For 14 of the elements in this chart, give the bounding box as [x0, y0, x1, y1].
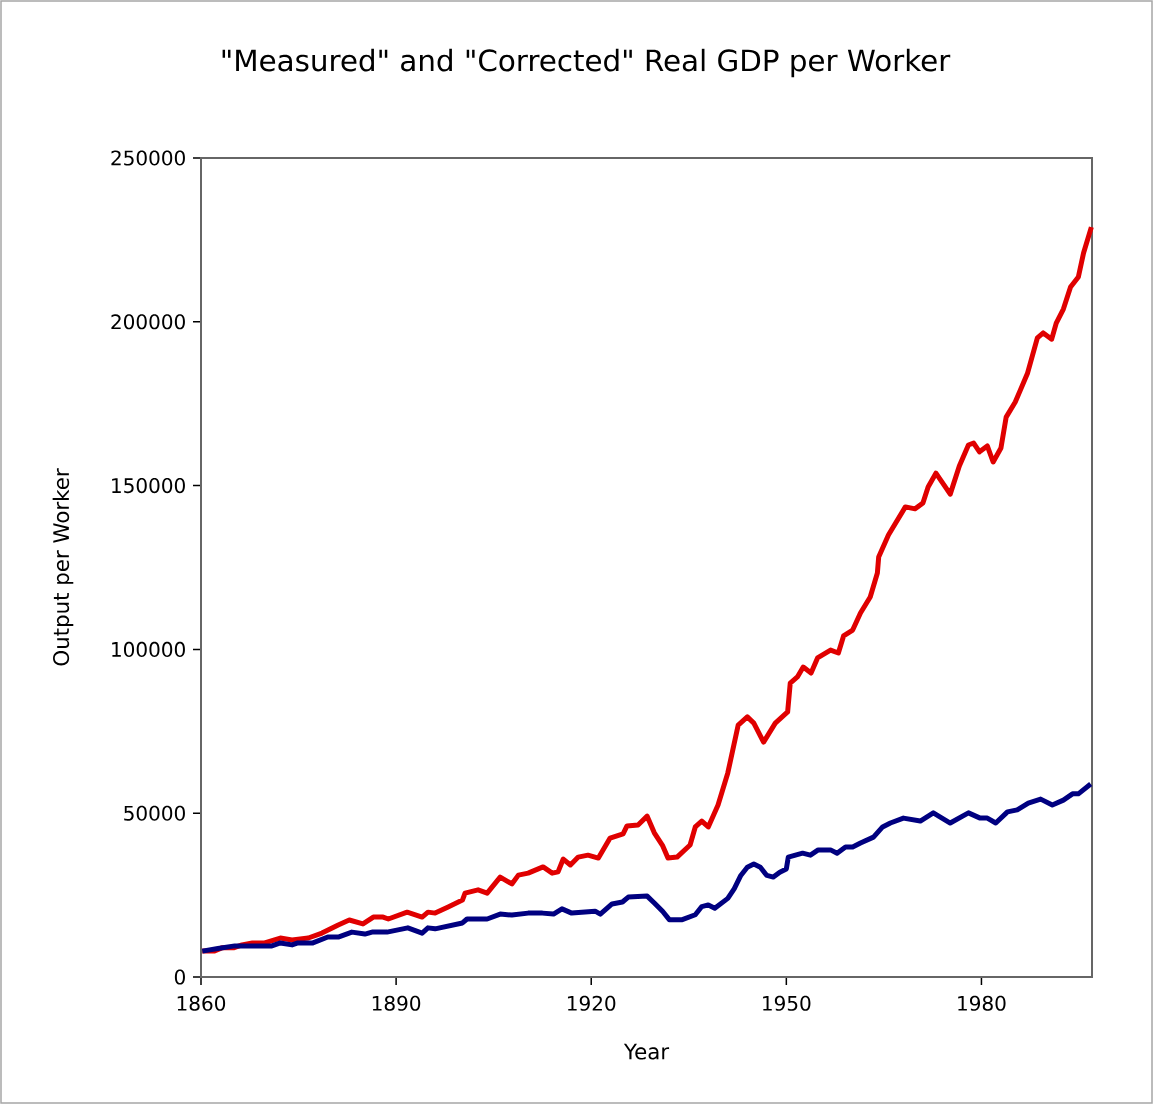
y-tick-label: 0 — [174, 969, 185, 985]
y-tick-label: 50000 — [124, 805, 185, 821]
x-tick-label: 1890 — [372, 995, 421, 1011]
chart-title: "Measured" and "Corrected" Real GDP per Worker — [222, 48, 951, 78]
x-tick-label: 1950 — [763, 995, 811, 1011]
y-tick-label: 100000 — [112, 641, 185, 657]
y-tick-label: 150000 — [112, 478, 185, 494]
x-tick-label: 1860 — [177, 995, 226, 1011]
y-axis-title: Output per Worker — [52, 468, 74, 666]
x-tick-label: 1980 — [958, 995, 1006, 1011]
x-axis-title: Year — [623, 1043, 670, 1060]
y-tick-label: 200000 — [111, 314, 185, 330]
y-tick-label: 250000 — [111, 150, 185, 166]
x-tick-label: 1920 — [567, 995, 616, 1011]
